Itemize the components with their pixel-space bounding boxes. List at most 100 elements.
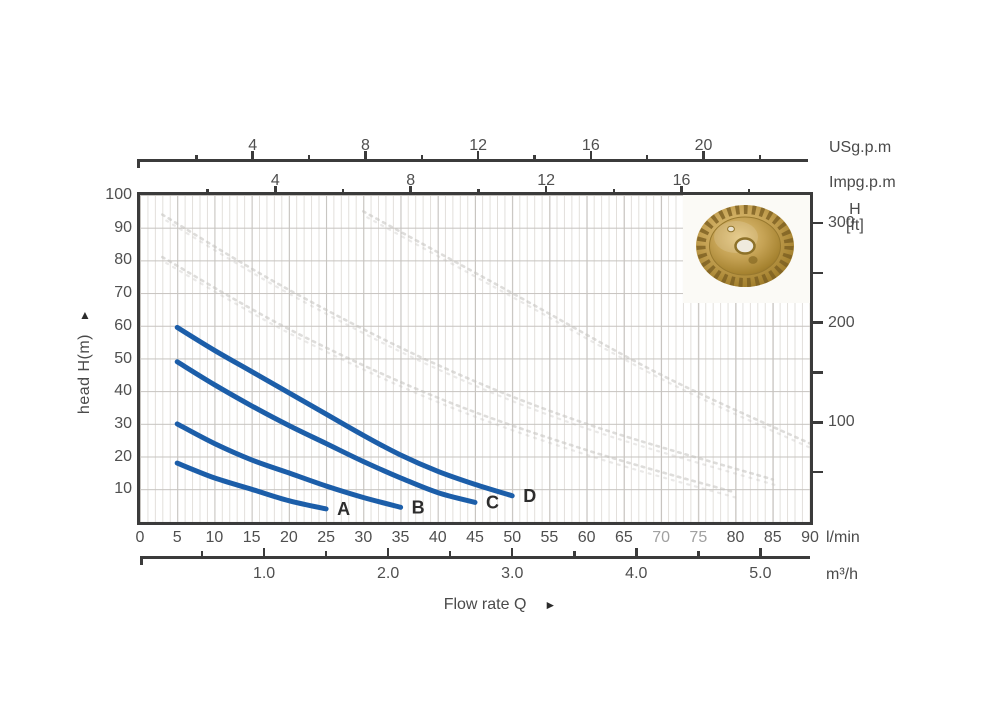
head-ft-tick [810,371,823,374]
usgpm-unit-label: USg.p.m [829,139,892,156]
usgpm-tick [307,155,311,160]
impgpm-unit-label: Impg.p.m [829,174,896,191]
m3h-tick-label: 1.0 [252,565,276,582]
m3h-tick-label: 5.0 [749,565,772,582]
curve-label-a: A [337,499,350,519]
watermark-curve [165,219,778,487]
flow-axis-title: Flow rate Q [443,596,527,613]
usgpm-tick [645,155,649,160]
flow-axis-label-group: Flow rate Q ► [0,596,1000,614]
head-m-tick-label: 40 [114,382,132,400]
ft-h-label: H [849,201,861,218]
usgpm-tick [758,155,762,160]
lmin-tick-label: 30 [354,529,373,546]
head-m-tick-label: 50 [114,349,132,367]
head-ft-tick [810,470,823,474]
m3h-major-tick [510,548,514,557]
usgpm-tick [533,155,536,160]
impgpm-tick [477,189,480,195]
impgpm-tick [747,189,751,195]
usgpm-tick-label: 16 [581,137,600,154]
watermark-curve [366,216,810,449]
impeller-icon [696,205,794,287]
watermark-curve [165,262,741,500]
lmin-tick-label: 20 [279,529,298,546]
m3h-minor-tick [200,551,204,557]
lmin-tick-label: 10 [205,529,224,546]
ft-unit-block: H [ft] [846,202,864,234]
m3h-minor-tick [697,551,700,557]
m3h-tick-label: 3.0 [501,565,524,582]
pump-curve-b [174,421,404,510]
curve-label-b: B [412,497,425,517]
lmin-unit-label: l/min [826,529,860,546]
impgpm-tick-label: 12 [537,172,555,189]
m3h-axis-endcap [140,556,143,565]
head-m-tick-label: 30 [114,414,132,432]
head-ft-tick [810,271,823,275]
m3h-minor-tick [324,551,328,557]
ft-unit-label: [ft] [846,217,864,234]
lmin-tick-label: 80 [726,529,745,546]
lmin-tick-label: 5 [172,529,182,546]
lmin-tick-label: 50 [503,529,522,546]
m3h-unit-label: m³/h [826,566,858,583]
lmin-tick-label: 90 [801,529,819,546]
pump-curve-a [174,460,329,512]
head-m-tick-label: 10 [114,480,132,498]
impgpm-tick [206,189,209,195]
lmin-tick-label: 15 [242,529,261,546]
usgpm-tick-label: 4 [248,137,258,154]
usgpm-axis-endcap [137,159,140,168]
watermark-curve [161,213,775,481]
usgpm-tick [702,151,705,160]
impgpm-tick-label: 8 [406,172,416,189]
head-m-tick-label: 80 [114,251,132,269]
m3h-minor-tick [448,551,452,557]
head-m-tick-label: 20 [114,447,132,465]
impgpm-tick [274,186,277,195]
impeller-photo [683,195,810,303]
lmin-tick-label: 85 [763,529,782,546]
usgpm-tick [364,151,367,160]
impgpm-tick [612,189,616,195]
m3h-minor-tick [573,551,576,557]
usgpm-tick-label: 12 [469,137,488,154]
head-m-tick-label: 60 [114,316,132,334]
lmin-tick-label: 70 [652,529,670,546]
usgpm-tick-label: 20 [694,137,713,154]
curve-layer: A B C D [161,210,810,519]
usgpm-tick [476,151,480,160]
head-axis-label-group: ▲ head H(m) [68,308,102,414]
head-ft-tick-label: 300 [828,213,855,231]
impgpm-tick [544,186,548,195]
watermark-curve [362,210,810,445]
m3h-axis-line [140,556,810,559]
impgpm-tick [680,186,683,195]
lmin-tick-label: 45 [466,529,484,546]
usgpm-tick-label: 8 [360,137,370,154]
up-arrow-icon: ▲ [79,308,91,322]
lmin-tick-label: 25 [317,529,335,546]
head-ft-tick [810,221,823,225]
usgpm-axis-line [137,159,808,162]
usgpm-tick [589,151,593,160]
curve-label-c: C [486,492,499,512]
lmin-tick-label: 60 [577,529,596,546]
lmin-tick-label: 65 [614,529,633,546]
usgpm-tick [420,155,424,160]
impgpm-tick [341,189,345,195]
head-ft-tick-label: 100 [828,413,855,431]
lmin-tick-label: 0 [135,529,145,546]
head-m-tick-label: 90 [114,218,132,236]
usgpm-tick [251,151,254,160]
head-m-tick-label: 100 [105,186,132,203]
head-ft-tick [810,321,823,324]
usgpm-tick [195,155,198,160]
lmin-tick-label: 75 [689,529,708,546]
m3h-tick-label: 4.0 [625,565,648,582]
lmin-tick-label: 40 [428,529,447,546]
lmin-tick-label: 55 [540,529,559,546]
head-m-tick-label: 70 [114,284,132,302]
